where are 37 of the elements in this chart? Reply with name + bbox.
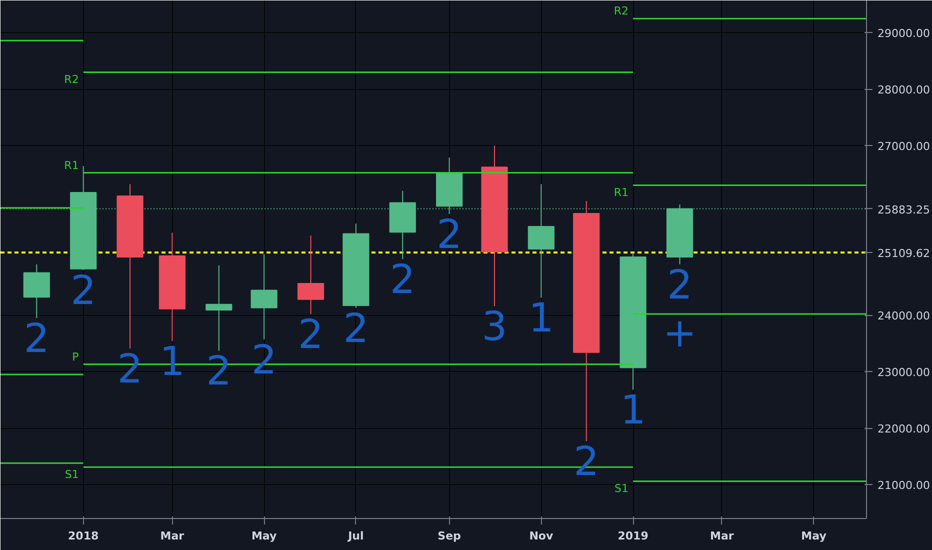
annotation: 3	[482, 304, 508, 350]
ref-line-label: 25109.62	[878, 246, 930, 260]
x-tick-label: Jul	[347, 530, 364, 542]
x-tick-label: 2018	[68, 530, 99, 542]
annotation: 2	[24, 316, 50, 362]
y-tick-label: 27000.00	[878, 140, 930, 154]
annotation: 2	[343, 306, 369, 352]
y-tick-label: 28000.00	[878, 84, 930, 97]
annotation: 1	[620, 388, 646, 434]
x-tick-label: Mar	[710, 530, 734, 542]
x-tick-label: 2019	[618, 530, 648, 542]
x-tick-label: May	[801, 530, 826, 542]
series-label: R2	[614, 4, 629, 18]
y-tick-label: 24000.00	[878, 310, 930, 323]
annotation: 2	[390, 257, 416, 304]
series-label: R2	[64, 73, 79, 86]
x-tick-label: Mar	[160, 530, 185, 542]
x-tick-label: Nov	[529, 530, 554, 542]
series-label: R1	[64, 158, 79, 172]
ref-line-label: 25883.25	[878, 203, 930, 216]
series-label: S1	[64, 468, 79, 482]
y-tick-label: 29000.00	[878, 27, 930, 40]
candlestick	[206, 264, 232, 352]
y-tick-label: 23000.00	[878, 366, 930, 380]
annotation: 2	[436, 212, 462, 258]
annotation: 2	[667, 262, 692, 308]
x-tick-label: Sep	[438, 530, 462, 542]
annotation: 2	[298, 312, 324, 358]
series-label: R1	[614, 186, 629, 200]
y-tick-label: 22000.00	[878, 422, 930, 436]
annotation: 2	[70, 268, 96, 314]
series-label: P	[72, 350, 80, 364]
y-tick-label: 21000.00	[878, 479, 930, 492]
series-label: S1	[614, 482, 629, 496]
x-tick-label: May	[251, 530, 277, 542]
annotation: 1	[528, 296, 554, 342]
annotation: +	[662, 310, 697, 356]
